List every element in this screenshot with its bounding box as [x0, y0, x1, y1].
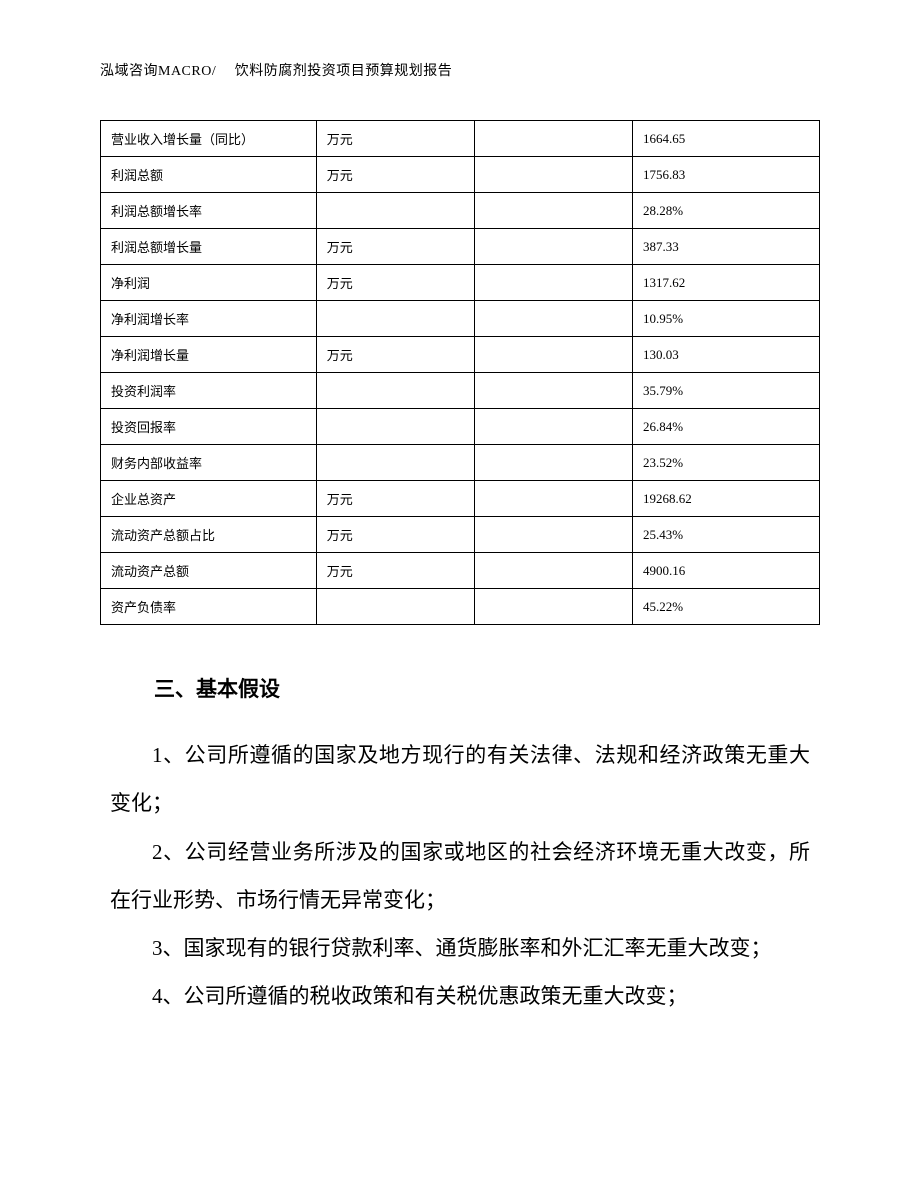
table-row: 投资利润率 35.79%: [101, 373, 820, 409]
cell-unit: 万元: [316, 553, 474, 589]
cell-value: 23.52%: [633, 445, 820, 481]
table-row: 资产负债率 45.22%: [101, 589, 820, 625]
cell-label: 企业总资产: [101, 481, 317, 517]
cell-blank: [474, 301, 632, 337]
cell-blank: [474, 553, 632, 589]
cell-value: 1664.65: [633, 121, 820, 157]
cell-value: 4900.16: [633, 553, 820, 589]
table-row: 财务内部收益率 23.52%: [101, 445, 820, 481]
cell-unit: [316, 445, 474, 481]
cell-unit: 万元: [316, 157, 474, 193]
cell-blank: [474, 589, 632, 625]
cell-blank: [474, 373, 632, 409]
cell-blank: [474, 121, 632, 157]
cell-blank: [474, 265, 632, 301]
cell-label: 净利润增长率: [101, 301, 317, 337]
cell-value: 25.43%: [633, 517, 820, 553]
cell-unit: 万元: [316, 337, 474, 373]
table-row: 净利润增长量 万元 130.03: [101, 337, 820, 373]
cell-value: 28.28%: [633, 193, 820, 229]
cell-label: 财务内部收益率: [101, 445, 317, 481]
cell-blank: [474, 409, 632, 445]
cell-blank: [474, 517, 632, 553]
table-row: 净利润增长率 10.95%: [101, 301, 820, 337]
cell-value: 19268.62: [633, 481, 820, 517]
table-row: 净利润 万元 1317.62: [101, 265, 820, 301]
cell-unit: 万元: [316, 265, 474, 301]
cell-value: 1317.62: [633, 265, 820, 301]
cell-label: 净利润: [101, 265, 317, 301]
cell-unit: 万元: [316, 517, 474, 553]
cell-label: 投资利润率: [101, 373, 317, 409]
cell-label: 营业收入增长量（同比）: [101, 121, 317, 157]
cell-value: 45.22%: [633, 589, 820, 625]
section-body: 1、公司所遵循的国家及地方现行的有关法律、法规和经济政策无重大变化； 2、公司经…: [100, 731, 820, 1021]
table-row: 投资回报率 26.84%: [101, 409, 820, 445]
cell-unit: [316, 301, 474, 337]
paragraph: 4、公司所遵循的税收政策和有关税优惠政策无重大改变；: [110, 972, 810, 1020]
page: 泓域咨询MACRO/ 饮料防腐剂投资项目预算规划报告 营业收入增长量（同比） 万…: [0, 0, 920, 1191]
cell-label: 流动资产总额: [101, 553, 317, 589]
cell-value: 10.95%: [633, 301, 820, 337]
table-row: 营业收入增长量（同比） 万元 1664.65: [101, 121, 820, 157]
cell-unit: [316, 589, 474, 625]
financial-table: 营业收入增长量（同比） 万元 1664.65 利润总额 万元 1756.83 利…: [100, 120, 820, 625]
cell-blank: [474, 445, 632, 481]
section-title: 三、基本假设: [154, 673, 820, 703]
table-row: 利润总额 万元 1756.83: [101, 157, 820, 193]
cell-unit: 万元: [316, 229, 474, 265]
table-row: 企业总资产 万元 19268.62: [101, 481, 820, 517]
cell-label: 利润总额增长量: [101, 229, 317, 265]
cell-value: 35.79%: [633, 373, 820, 409]
cell-blank: [474, 481, 632, 517]
table-body: 营业收入增长量（同比） 万元 1664.65 利润总额 万元 1756.83 利…: [101, 121, 820, 625]
table-row: 流动资产总额占比 万元 25.43%: [101, 517, 820, 553]
cell-value: 130.03: [633, 337, 820, 373]
cell-blank: [474, 193, 632, 229]
cell-label: 流动资产总额占比: [101, 517, 317, 553]
cell-label: 资产负债率: [101, 589, 317, 625]
cell-label: 利润总额增长率: [101, 193, 317, 229]
cell-unit: [316, 193, 474, 229]
table-row: 利润总额增长量 万元 387.33: [101, 229, 820, 265]
cell-blank: [474, 229, 632, 265]
table-row: 利润总额增长率 28.28%: [101, 193, 820, 229]
paragraph: 2、公司经营业务所涉及的国家或地区的社会经济环境无重大改变，所在行业形势、市场行…: [110, 828, 810, 925]
cell-value: 1756.83: [633, 157, 820, 193]
cell-label: 投资回报率: [101, 409, 317, 445]
page-header: 泓域咨询MACRO/ 饮料防腐剂投资项目预算规划报告: [100, 60, 820, 80]
cell-value: 387.33: [633, 229, 820, 265]
cell-unit: 万元: [316, 481, 474, 517]
paragraph: 3、国家现有的银行贷款利率、通货膨胀率和外汇汇率无重大改变；: [110, 924, 810, 972]
cell-label: 利润总额: [101, 157, 317, 193]
cell-value: 26.84%: [633, 409, 820, 445]
cell-unit: [316, 409, 474, 445]
paragraph: 1、公司所遵循的国家及地方现行的有关法律、法规和经济政策无重大变化；: [110, 731, 810, 828]
cell-blank: [474, 337, 632, 373]
cell-unit: 万元: [316, 121, 474, 157]
table-row: 流动资产总额 万元 4900.16: [101, 553, 820, 589]
cell-label: 净利润增长量: [101, 337, 317, 373]
cell-unit: [316, 373, 474, 409]
cell-blank: [474, 157, 632, 193]
